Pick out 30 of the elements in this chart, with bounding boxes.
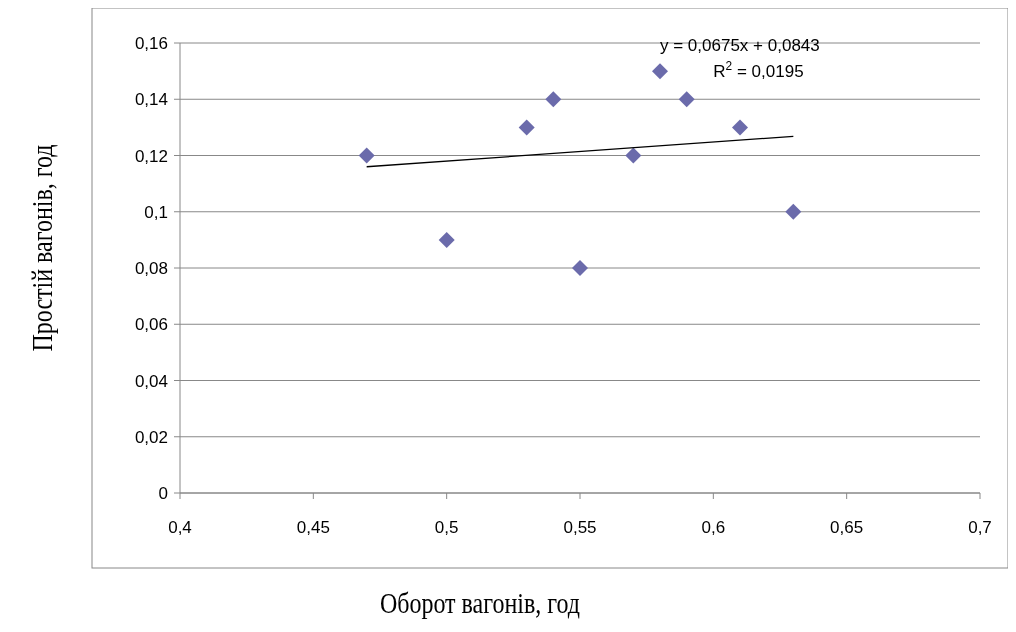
y-tick-label: 0,02: [134, 427, 168, 447]
point: [572, 260, 588, 276]
point: [678, 91, 695, 108]
y-tick-label: 0,16: [134, 34, 168, 53]
x-tick-label: 0,6: [701, 518, 726, 537]
x-tick-label: 0,65: [830, 518, 864, 537]
annotation: R$^{2}$ = 0,0195: [713, 59, 804, 82]
point: [652, 63, 668, 80]
x-tick-label: 0,7: [968, 518, 992, 537]
y-tick-label: 0,08: [134, 259, 168, 278]
point: [358, 147, 375, 164]
y-tick-label: 0,04: [134, 371, 168, 391]
point: [518, 119, 535, 136]
point: [438, 231, 455, 248]
y-axis-title: Простій вагонів, год: [25, 144, 59, 352]
x-tick-label: 0,5: [434, 518, 459, 537]
annotation: y = 0,0675x + 0,0843: [660, 36, 820, 55]
point: [785, 203, 802, 220]
y-tick-label: 0,06: [134, 315, 168, 335]
y-tick-label: 0,12: [134, 146, 168, 166]
x-axis-title: Оборот вагонів, год: [379, 586, 581, 620]
x-tick-label: 0,45: [296, 518, 330, 537]
point: [545, 91, 562, 108]
y-tick-label: 0,14: [134, 90, 168, 110]
point: [732, 119, 748, 136]
y-tick-label: 0: [158, 484, 168, 503]
x-tick-label: 0,4: [168, 518, 192, 537]
point: [625, 147, 642, 164]
y-tick-label: 0,1: [144, 202, 168, 222]
x-tick-label: 0,55: [563, 518, 597, 537]
